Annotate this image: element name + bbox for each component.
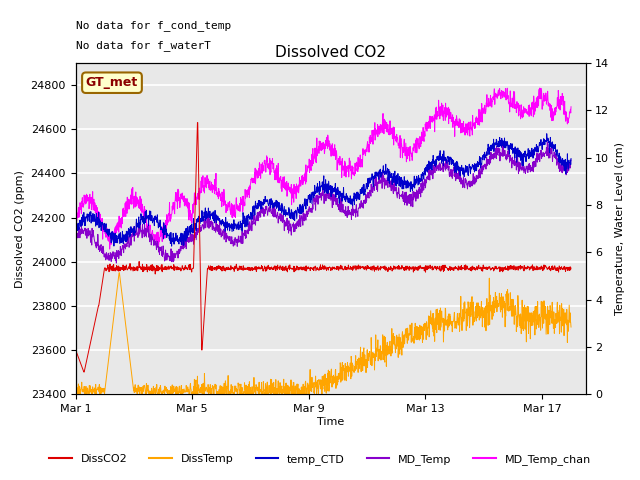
Text: No data for f_cond_temp: No data for f_cond_temp	[76, 20, 231, 31]
Y-axis label: Dissolved CO2 (ppm): Dissolved CO2 (ppm)	[15, 169, 25, 288]
Text: No data for f_waterT: No data for f_waterT	[76, 40, 211, 51]
Text: GT_met: GT_met	[86, 76, 138, 89]
X-axis label: Time: Time	[317, 417, 344, 427]
Title: Dissolved CO2: Dissolved CO2	[275, 46, 386, 60]
Legend: DissCO2, DissTemp, temp_CTD, MD_Temp, MD_Temp_chan: DissCO2, DissTemp, temp_CTD, MD_Temp, MD…	[45, 450, 595, 469]
Y-axis label: Temperature, Water Level (cm): Temperature, Water Level (cm)	[615, 142, 625, 315]
